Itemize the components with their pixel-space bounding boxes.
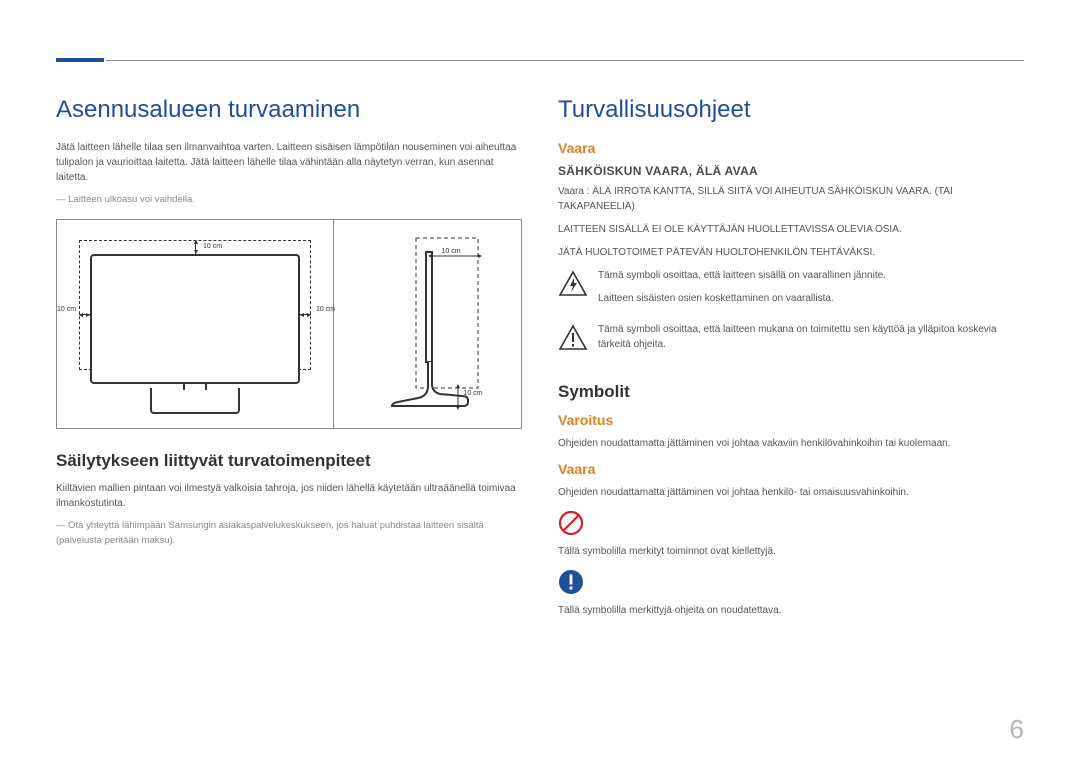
exclam-p: Tämä symboli osoittaa, että laitteen muk…: [598, 322, 1024, 352]
left-heading-1: Asennusalueen turvaaminen: [56, 96, 522, 124]
left-column: Asennusalueen turvaaminen Jätä laitteen …: [56, 96, 522, 626]
mandatory-p: Tällä symbolilla merkittyjä ohjeita on n…: [558, 603, 1024, 618]
meas-side-top: 10 cm: [442, 248, 461, 255]
page-number: 6: [1010, 714, 1024, 745]
left-heading-2: Säilytykseen liittyvät turvatoimenpiteet: [56, 451, 522, 471]
meas-top: 10 cm: [203, 243, 222, 250]
side-profile-svg: [368, 234, 488, 414]
lightning-row: Tämä symboli osoittaa, että laitteen sis…: [558, 268, 1024, 314]
vaara-1-title: Vaara: [558, 140, 1024, 156]
lightning-p1: Tämä symboli osoittaa, että laitteen sis…: [598, 268, 886, 283]
varoitus-title: Varoitus: [558, 412, 1024, 428]
prohibit-icon: [558, 510, 584, 536]
storage-p1: Kiiltävien mallien pintaan voi ilmestyä …: [56, 481, 522, 511]
right-heading-2: Symbolit: [558, 382, 1024, 402]
caps-p2: LAITTEEN SISÄLLÄ EI OLE KÄYTTÄJÄN HUOLLE…: [558, 222, 1024, 237]
installation-diagram: 10 cm 10 cm 10 cm: [56, 219, 522, 429]
lightning-triangle-icon: [558, 270, 588, 298]
top-rule: [106, 60, 1024, 61]
prohibit-row: [558, 508, 1024, 536]
caps-p1: Vaara : ÄLÄ IRROTA KANTTA, SILLÄ SIITÄ V…: [558, 184, 1024, 214]
left-intro: Jätä laitteen lähelle tilaa sen ilmanvai…: [56, 140, 522, 185]
caps-p3: JÄTÄ HUOLTOTOIMET PÄTEVÄN HUOLTOHENKILÖN…: [558, 245, 1024, 260]
left-note-appearance: Laitteen ulkoasu voi vaihdella.: [56, 193, 522, 207]
diagram-side-view: 10 cm 10 cm: [334, 220, 521, 428]
mandatory-row: [558, 567, 1024, 595]
varoitus-p: Ohjeiden noudattamatta jättäminen voi jo…: [558, 436, 1024, 451]
prohibit-p: Tällä symbolilla merkityt toiminnot ovat…: [558, 544, 1024, 559]
right-column: Turvallisuusohjeet Vaara SÄHKÖISKUN VAAR…: [558, 96, 1024, 626]
meas-left: 10 cm: [57, 306, 76, 313]
vaara2-p: Ohjeiden noudattamatta jättäminen voi jo…: [558, 485, 1024, 500]
storage-note: Ota yhteyttä lähimpään Samsungin asiakas…: [56, 519, 522, 548]
mandatory-icon: [558, 569, 584, 595]
meas-side-bottom: 10 cm: [464, 390, 483, 397]
accent-bar: [56, 58, 104, 62]
exclamation-triangle-icon: [558, 324, 588, 352]
vaara-2-title: Vaara: [558, 461, 1024, 477]
caps-title: SÄHKÖISKUN VAARA, ÄLÄ AVAA: [558, 164, 1024, 178]
right-heading-1: Turvallisuusohjeet: [558, 96, 1024, 124]
meas-right: 10 cm: [316, 306, 335, 313]
lightning-p2: Laitteen sisäisten osien koskettaminen o…: [598, 291, 886, 306]
exclam-row: Tämä symboli osoittaa, että laitteen muk…: [558, 322, 1024, 360]
content-columns: Asennusalueen turvaaminen Jätä laitteen …: [56, 96, 1024, 626]
diagram-front-view: 10 cm 10 cm 10 cm: [57, 220, 334, 428]
